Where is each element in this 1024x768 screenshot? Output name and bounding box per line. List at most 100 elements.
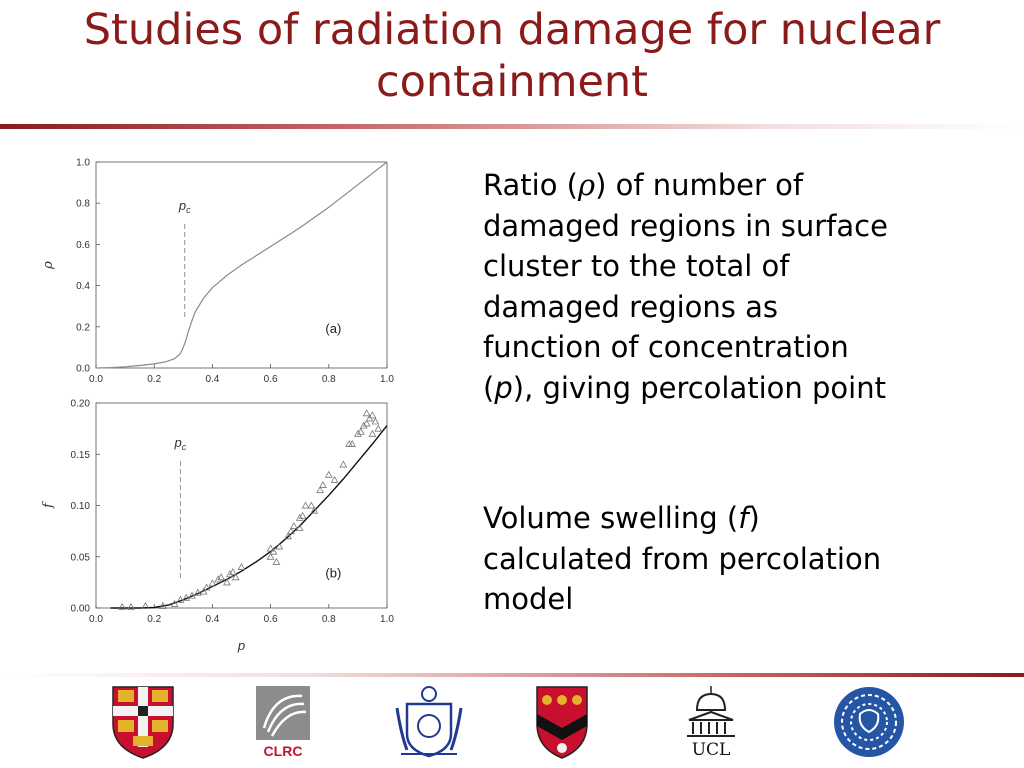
- pc-marker-label: pc: [174, 435, 187, 452]
- scatter-point: [266, 544, 275, 552]
- reading-shield-logo: [536, 686, 588, 759]
- scatter-point: [348, 439, 356, 447]
- x-tick-label: 0.8: [322, 614, 336, 625]
- title-line-1: Studies of radiation damage for nuclear: [83, 5, 941, 55]
- scatter-point: [127, 602, 135, 610]
- scatter-point: [202, 583, 211, 591]
- percolation-charts: 0.0 0.2 0.4 0.6 0.8 1.0 0.0 0.2 0.4 0.6 0.8 1.0 ρ pc (…: [41, 158, 394, 654]
- scatter-point: [118, 602, 127, 610]
- scatter-point: [301, 501, 310, 509]
- x-tick-label: 0.4: [205, 614, 219, 625]
- y-tick-label: 0.8: [76, 199, 90, 210]
- x-tick-label: 0.0: [89, 374, 103, 385]
- scatter-point: [371, 417, 380, 425]
- y-tick-label: 0.20: [71, 399, 91, 410]
- scatter-point: [324, 470, 333, 478]
- x-tick-label: 1.0: [380, 374, 394, 385]
- scatter-point: [208, 579, 217, 587]
- y-axis-label: ρ: [41, 261, 56, 270]
- desc2-line2: calculated from percolation: [483, 541, 882, 576]
- desc1-line3: cluster to the total of: [483, 249, 790, 283]
- description-ratio: Ratio (ρ) of number of damaged regions i…: [483, 165, 983, 408]
- scatter-point: [214, 575, 223, 583]
- y-tick-label: 0.10: [71, 501, 91, 512]
- clrc-logo: CLRC: [256, 686, 310, 759]
- y-tick-label: 0.15: [71, 450, 91, 461]
- ucl-logo: UCL: [687, 686, 735, 760]
- desc1-line6: (p), giving percolation point: [483, 370, 886, 405]
- series-line: [110, 425, 388, 609]
- y-tick-label: 0.4: [76, 281, 90, 292]
- x-tick-label: 0.2: [147, 374, 161, 385]
- scatter-point: [199, 587, 208, 595]
- scatter-point: [188, 591, 196, 599]
- title-line-2: containment: [375, 57, 649, 107]
- scatter-point: [368, 429, 377, 437]
- panel-label: (a): [325, 321, 341, 336]
- scatter-point: [228, 568, 237, 576]
- title-underline: [0, 124, 1024, 129]
- scatter-point: [223, 578, 231, 586]
- plot-frame: [95, 161, 388, 369]
- scatter-point: [284, 532, 292, 540]
- scatter-point: [310, 506, 319, 514]
- x-tick-label: 0.0: [89, 614, 103, 625]
- scatter-point: [237, 562, 246, 570]
- x-tick-label: 1.0: [380, 614, 394, 625]
- x-tick-label: 0.2: [147, 614, 161, 625]
- cambridge-shield-logo: [112, 686, 174, 759]
- pc-marker-label: pc: [178, 198, 191, 215]
- desc1-line1: Ratio (ρ) of number of: [483, 168, 804, 202]
- scatter-point: [307, 501, 316, 509]
- scatter-point: [368, 411, 377, 419]
- y-tick-label: 1.0: [76, 158, 90, 169]
- y-axis-label: f: [41, 501, 56, 509]
- y-tick-label: 0.00: [71, 604, 91, 615]
- scatter-point: [170, 599, 179, 607]
- slide-title: Studies of radiation damage for nuclear …: [0, 4, 1024, 108]
- x-axis-label: p: [237, 638, 245, 653]
- scatter-point: [362, 409, 371, 417]
- chart-panel-a: 0.0 0.2 0.4 0.6 0.8 1.0 0.0 0.2 0.4 0.6 0.8 1.0 ρ pc (…: [41, 158, 394, 386]
- scatter-point: [217, 573, 226, 581]
- scatter-point: [159, 601, 167, 609]
- y-tick-label: 0.05: [71, 552, 91, 563]
- clrc-logo-text: CLRC: [264, 743, 303, 759]
- footer-rule: [0, 673, 1024, 677]
- ucl-logo-text: UCL: [692, 740, 731, 760]
- circular-emblem-logo: [834, 687, 904, 757]
- desc1-line5: function of concentration: [483, 330, 849, 364]
- x-tick-label: 0.4: [205, 374, 219, 385]
- scatter-point: [176, 595, 185, 603]
- scatter-point: [316, 486, 324, 494]
- scatter-point: [287, 527, 295, 535]
- chart-panel-b: 0.0 0.2 0.4 0.6 0.8 1.0 0.00 0.05 0.10 0.15 0.20 f p…: [41, 399, 394, 654]
- y-tick-label: 0.2: [76, 322, 90, 333]
- scatter-point: [266, 552, 275, 560]
- scatter-point: [231, 573, 240, 581]
- description-swelling: Volume swelling (f) calculated from perc…: [483, 498, 983, 620]
- scatter-point: [295, 513, 304, 521]
- x-tick-label: 0.6: [264, 614, 278, 625]
- scatter-point: [275, 542, 284, 550]
- desc1-line2: damaged regions in surface: [483, 208, 888, 243]
- scatter-point: [330, 475, 339, 483]
- plot-frame: [95, 402, 388, 609]
- desc2-line3: model: [483, 582, 574, 616]
- scatter-point: [295, 524, 304, 532]
- y-tick-label: 0.0: [76, 364, 90, 375]
- scatter-point: [141, 601, 150, 609]
- x-tick-label: 0.8: [322, 374, 336, 385]
- series-line: [95, 161, 388, 369]
- scatter-point: [339, 460, 348, 468]
- crest-logo: [395, 686, 463, 758]
- panel-label: (b): [325, 565, 341, 580]
- scatter-point: [354, 429, 362, 437]
- scatter-point: [272, 557, 281, 565]
- scatter-point: [193, 588, 202, 596]
- desc1-line4: damaged regions as: [483, 289, 778, 324]
- scatter-point: [359, 421, 368, 429]
- scatter-point: [319, 480, 327, 488]
- scatter-point: [362, 419, 371, 427]
- scatter-point: [356, 427, 365, 435]
